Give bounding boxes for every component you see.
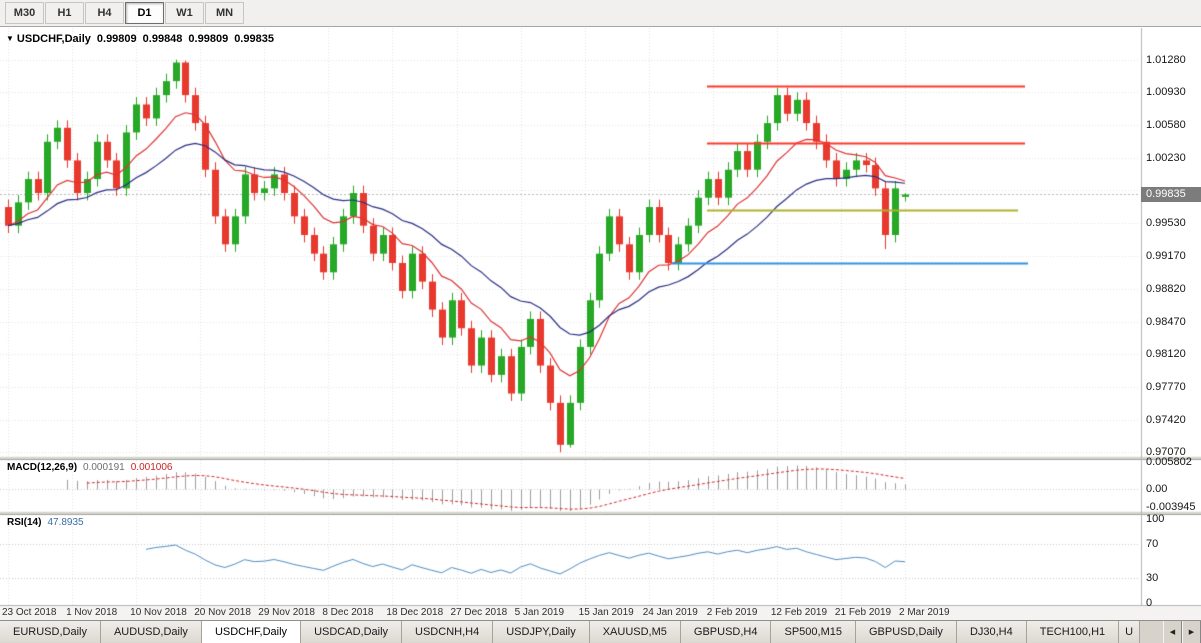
date-axis-label: 2 Feb 2019 (706, 607, 758, 618)
macd-name: MACD(12,26,9) (7, 462, 78, 473)
date-axis-label: 18 Dec 2018 (386, 607, 444, 618)
date-axis-label: 23 Oct 2018 (2, 607, 57, 618)
tab-usdcad-daily[interactable]: USDCAD,Daily (301, 621, 403, 643)
rsi-axis-label: 70 (1146, 538, 1159, 551)
tab-usdchf-daily[interactable]: USDCHF,Daily (201, 621, 302, 643)
timeframe-button-h4[interactable]: H4 (85, 2, 124, 24)
chart-title: ▼ USDCHF,Daily 0.99809 0.99848 0.99809 0.9983… (6, 33, 280, 45)
date-axis-label: 15 Jan 2019 (578, 607, 634, 618)
chart-tabbar: EURUSD,Daily AUDUSD,Daily USDCHF,Daily USDC… (0, 620, 1201, 643)
ohlc-low: 0.99809 (188, 33, 229, 45)
tab-scroll-left-icon[interactable]: ◀ (1163, 621, 1182, 643)
rsi-value: 47.8935 (47, 517, 84, 528)
chart-symbol-label: USDCHF,Daily (16, 33, 91, 45)
date-axis-label: 8 Dec 2018 (322, 607, 374, 618)
ohlc-open: 0.99809 (96, 33, 137, 45)
timeframe-button-mn[interactable]: MN (205, 2, 244, 24)
tab-tech100-h1[interactable]: TECH100,H1 (1026, 621, 1120, 643)
price-axis-label: 0.99170 (1146, 250, 1186, 263)
date-axis-label: 2 Mar 2019 (899, 607, 950, 618)
tab-u[interactable]: U (1119, 621, 1141, 643)
date-axis-label: 27 Dec 2018 (450, 607, 508, 618)
date-axis-label: 1 Nov 2018 (66, 607, 118, 618)
date-axis-label: 29 Nov 2018 (258, 607, 315, 618)
macd-axis-label: -0.003945 (1146, 501, 1196, 514)
price-axis-label: 1.01280 (1146, 53, 1186, 66)
price-axis-label: 0.98470 (1146, 315, 1186, 328)
rsi-name: RSI(14) (7, 517, 42, 528)
chart-canvas[interactable] (0, 28, 1201, 620)
macd-main-value: 0.000191 (83, 462, 125, 473)
date-axis-label: 10 Nov 2018 (130, 607, 187, 618)
ohlc-close: 0.99835 (234, 33, 274, 45)
tab-xauusd-m5[interactable]: XAUUSD,M5 (589, 621, 681, 643)
price-axis-label: 0.97420 (1146, 413, 1186, 426)
macd-indicator-label: MACD(12,26,9) 0.000191 0.001006 (7, 462, 172, 473)
price-axis-label: 1.00930 (1146, 86, 1186, 99)
timeframe-button-h1[interactable]: H1 (45, 2, 84, 24)
price-axis-label: 0.97770 (1146, 380, 1186, 393)
tab-dj30-h4[interactable]: DJ30,H4 (956, 621, 1027, 643)
date-axis-label: 20 Nov 2018 (194, 607, 251, 618)
rsi-axis-label: 100 (1146, 513, 1165, 525)
price-axis-label: 1.00580 (1146, 118, 1186, 131)
tab-eurusd-daily[interactable]: EURUSD,Daily (0, 621, 101, 643)
timeframe-button-d1[interactable]: D1 (125, 2, 164, 24)
tab-usdcnh-h4[interactable]: USDCNH,H4 (402, 621, 494, 643)
chart-area: ▼ USDCHF,Daily 0.99809 0.99848 0.99809 0.9983… (0, 28, 1201, 620)
tab-scroll-right-icon[interactable]: ▶ (1182, 621, 1201, 643)
macd-axis-label: 0.005802 (1146, 455, 1192, 468)
tab-audusd-daily[interactable]: AUDUSD,Daily (100, 621, 202, 643)
price-axis-label: 1.00230 (1146, 151, 1186, 164)
rsi-axis-label: 0 (1146, 597, 1153, 609)
tab-gbpusd-h4[interactable]: GBPUSD,H4 (680, 621, 772, 643)
date-axis-label: 24 Jan 2019 (642, 607, 698, 618)
price-axis-label: 0.97070 (1146, 446, 1186, 459)
price-axis-label: 0.98820 (1146, 283, 1186, 296)
date-axis-label: 12 Feb 2019 (770, 607, 828, 618)
tab-gbpusd-daily[interactable]: GBPUSD,Daily (855, 621, 957, 643)
price-axis-label: 0.98120 (1146, 348, 1186, 361)
tab-usdjpy-daily[interactable]: USDJPY,Daily (493, 621, 590, 643)
chart-tabs: EURUSD,Daily AUDUSD,Daily USDCHF,Daily USDC… (0, 621, 1163, 643)
tab-sp500-m15[interactable]: SP500,M15 (771, 621, 856, 643)
tab-scroll-controls: ◀ ▶ (1163, 621, 1201, 643)
macd-axis-label: 0.00 (1146, 482, 1168, 495)
date-axis-label: 21 Feb 2019 (834, 607, 892, 618)
date-axis-label: 5 Jan 2019 (514, 607, 565, 618)
timeframe-button-m30[interactable]: M30 (5, 2, 44, 24)
chart-menu-icon[interactable]: ▼ (6, 34, 14, 43)
timeframe-button-w1[interactable]: W1 (165, 2, 204, 24)
rsi-indicator-label: RSI(14) 47.8935 (7, 517, 84, 528)
current-price-badge: 0.99835 (1141, 186, 1201, 202)
macd-signal-value: 0.001006 (130, 462, 173, 473)
ohlc-high: 0.99848 (142, 33, 183, 45)
rsi-axis-label: 30 (1146, 571, 1159, 584)
timeframe-toolbar: M30 H1 H4 D1 W1 MN (0, 0, 1201, 27)
price-axis-label: 0.99530 (1146, 216, 1186, 229)
